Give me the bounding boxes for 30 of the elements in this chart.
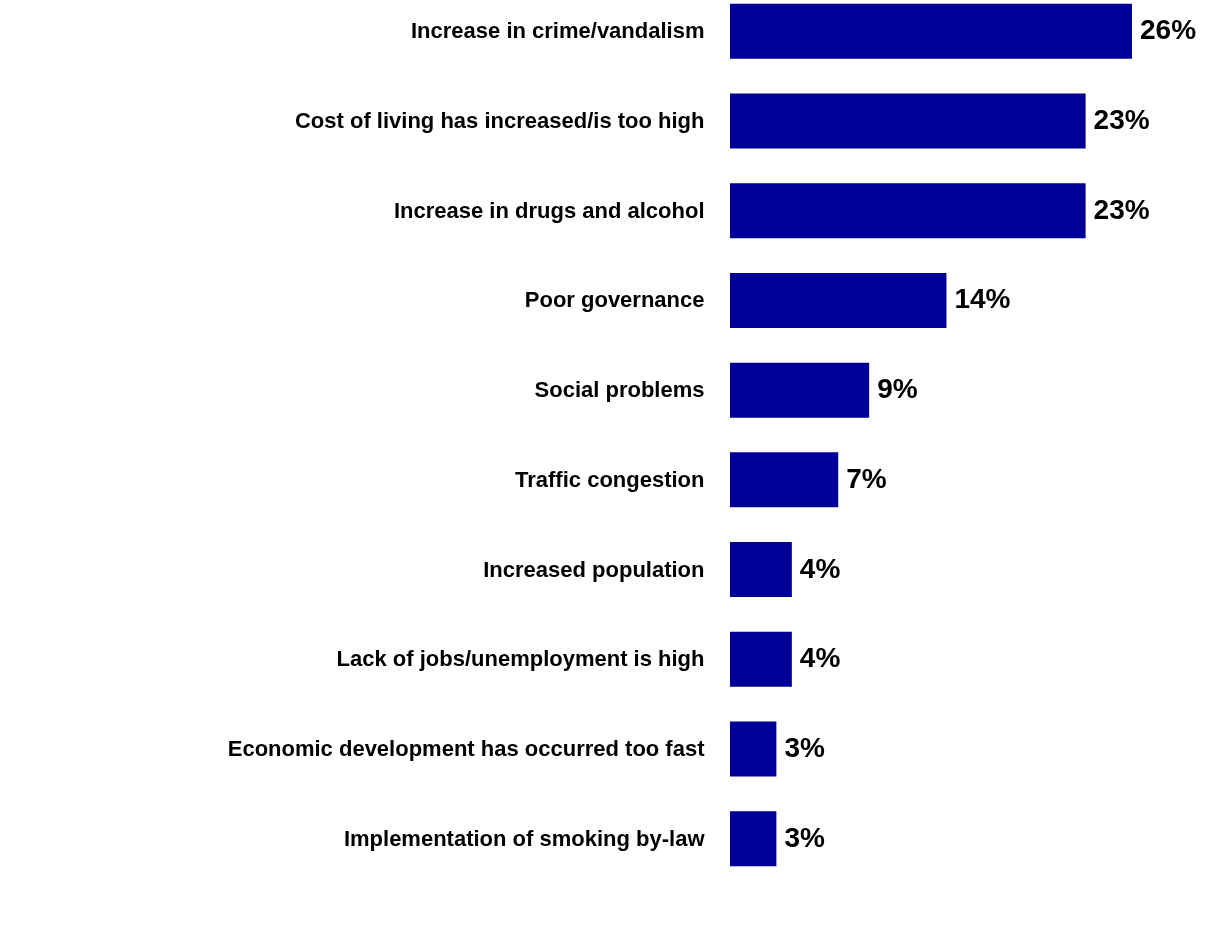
bar [730,721,777,777]
data-label: 23% [1093,103,1150,135]
bar [730,93,1086,149]
y-tick-label: Lack of jobs/unemployment is high [336,646,705,672]
data-label: 7% [846,462,887,494]
data-label: 4% [799,642,841,674]
bar [730,542,792,598]
bar [730,272,947,328]
bar [730,631,792,687]
data-label: 23% [1093,193,1150,225]
bar [730,811,777,867]
data-label: 3% [784,821,825,853]
data-label: 26% [1140,14,1197,46]
y-tick-label: Increased population [483,556,705,582]
y-tick-label: Economic development has occurred too fast [227,736,706,762]
data-label: 4% [799,552,841,584]
data-label: 14% [954,283,1011,315]
y-tick-label: Poor governance [524,287,705,313]
data-label: 9% [877,373,918,405]
bar [730,452,839,508]
y-tick-label: Cost of living has increased/is too high [294,107,705,133]
data-label: 3% [784,732,825,764]
y-tick-label: Increase in crime/vandalism [411,18,705,44]
y-tick-label: Traffic congestion [515,466,705,492]
bar [730,3,1132,59]
y-tick-label: Social problems [534,377,705,403]
y-tick-label: Increase in drugs and alcohol [393,197,705,223]
y-tick-label: Implementation of smoking by-law [343,825,706,851]
bar [730,362,870,418]
bar [730,183,1086,239]
